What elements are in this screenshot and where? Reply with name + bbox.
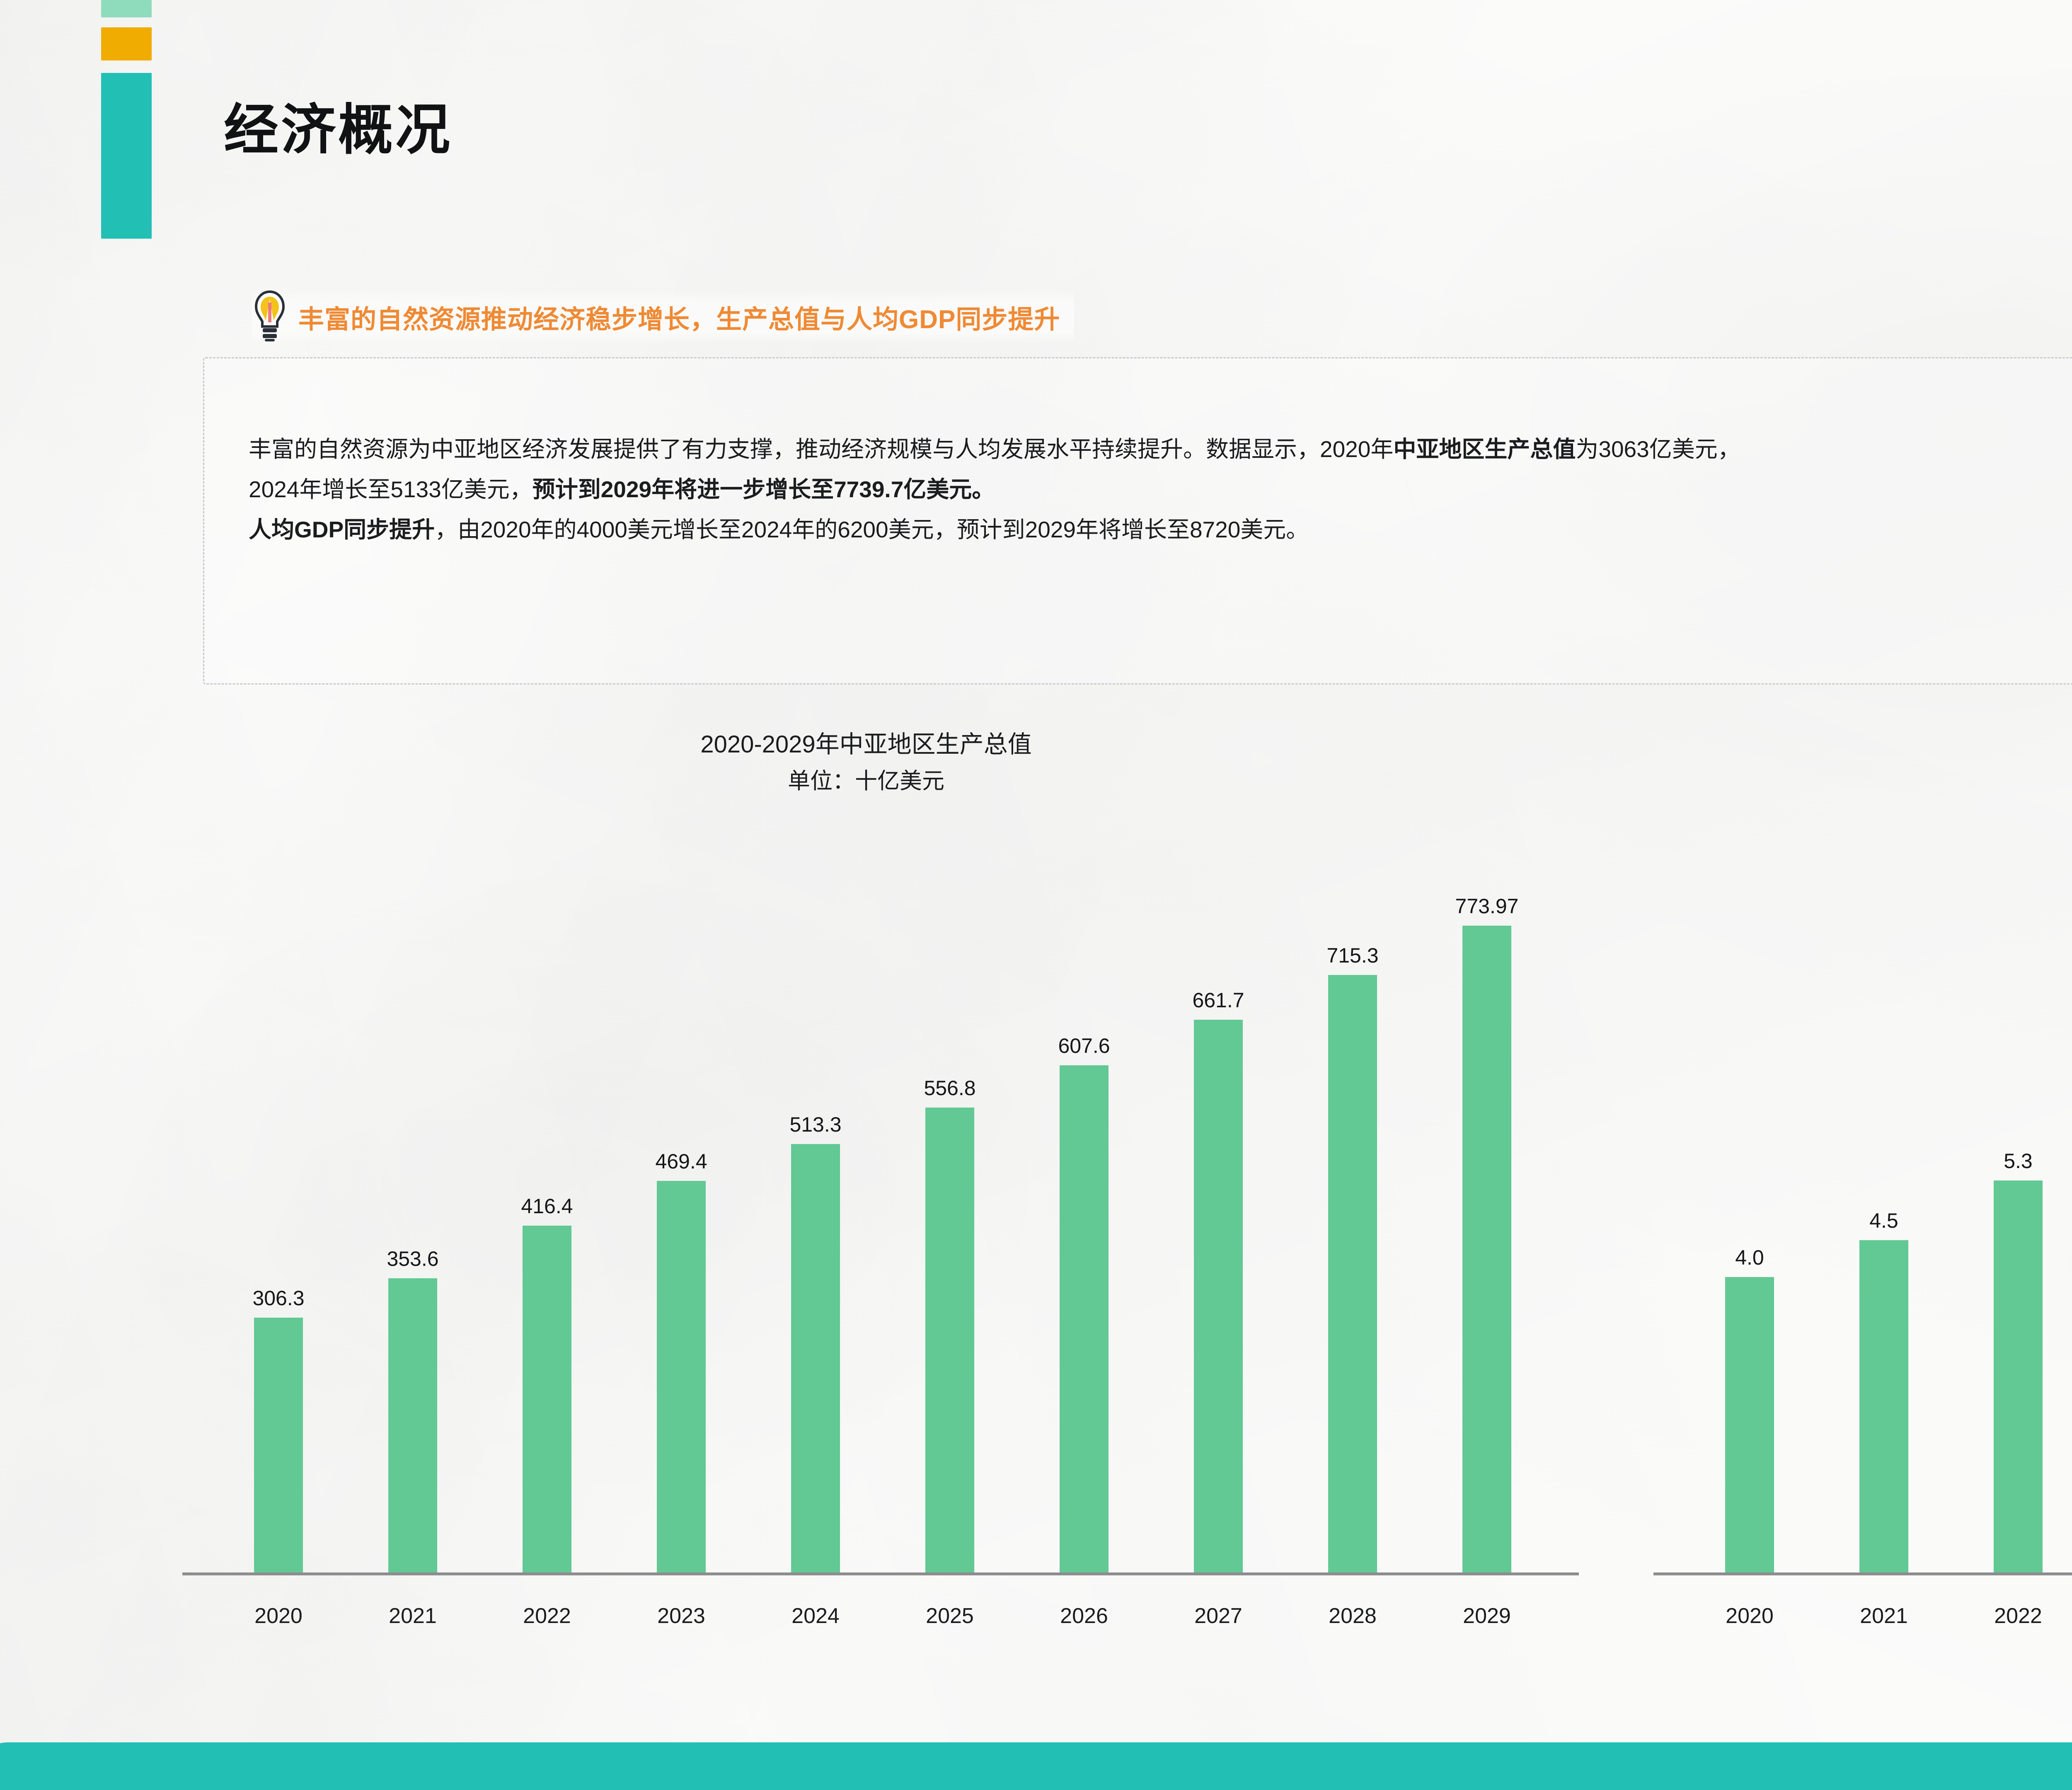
- bar-value-label: 416.4: [521, 1194, 573, 1218]
- plot-area: 306.3 353.6 416.4 469.4 513.3 556.8 607.6 661.7…: [211, 854, 1554, 1575]
- x-axis-tick-label: 2021: [389, 1604, 437, 1628]
- chart-subtitle: 单位：千美元: [1600, 762, 2072, 795]
- bar-slot: 416.4: [480, 854, 614, 1575]
- bar-value-label: 4.5: [1869, 1209, 1898, 1232]
- bar-slot: 469.4: [614, 854, 748, 1575]
- bar-slot: 715.3: [1285, 854, 1420, 1575]
- bar-value-label: 715.3: [1326, 943, 1379, 967]
- bar-value-label: 661.7: [1192, 989, 1244, 1012]
- lightbulb-icon: [252, 290, 288, 343]
- bar: [925, 1108, 974, 1575]
- bar-slot: 4.0: [1682, 854, 1817, 1575]
- callout-paragraph-2: 2024年增长至5133亿美元，预计到2029年将进一步增长至7739.7亿美元…: [249, 471, 2072, 508]
- page-title: 经济概况: [224, 99, 453, 160]
- bar: [657, 1181, 706, 1575]
- chart-subtitle: 单位：十亿美元: [788, 769, 944, 794]
- x-axis-tick-label: 2026: [1060, 1604, 1108, 1628]
- bar-series: 4.04.55.35.86.26.77.27.78.28.72: [1682, 854, 2072, 1575]
- callout-paragraph-3: 人均GDP同步提升，由2020年的4000美元增长至2024年的6200美元，预…: [249, 511, 2072, 548]
- bar: [254, 1318, 303, 1575]
- callout-paragraph-1: 丰富的自然资源为中亚地区经济发展提供了有力支撑，推动经济规模与人均发展水平持续提…: [249, 431, 2072, 468]
- emphasis-text: 中亚地区生产总值: [1393, 436, 1576, 462]
- x-axis-tick-label: 2021: [1860, 1604, 1908, 1628]
- x-axis-tick-label: 2020: [254, 1604, 303, 1628]
- bar-slot: 556.8: [883, 854, 1017, 1575]
- bar: [388, 1278, 437, 1575]
- emphasis-text: 人均GDP同步提升: [249, 517, 435, 543]
- chart-gdp-total: 2020-2029年中亚地区生产总值 单位：十亿美元 306.3 353.6 416…: [128, 729, 1604, 1678]
- bar: [1462, 926, 1511, 1575]
- x-axis-tick-label: 2022: [1994, 1604, 2042, 1628]
- x-axis-line: [182, 1572, 1579, 1575]
- bar-value-label: 556.8: [924, 1076, 976, 1100]
- bar-value-label: 607.6: [1058, 1034, 1110, 1057]
- x-axis-tick-label: 2020: [1726, 1604, 1774, 1628]
- bar: [791, 1144, 840, 1575]
- body-text: 为3063亿美元，: [1576, 436, 1740, 462]
- accent-bar-teal: [101, 73, 152, 239]
- bar: [1194, 1020, 1243, 1575]
- callout-card: [203, 357, 2072, 685]
- x-axis-tick-label: 2027: [1194, 1604, 1242, 1628]
- x-axis-tick-label: 2022: [523, 1604, 571, 1628]
- x-axis-tick-label: 2024: [792, 1604, 840, 1628]
- bar-value-label: 353.6: [387, 1247, 439, 1270]
- bar-series: 306.3 353.6 416.4 469.4 513.3 556.8 607.6 661.7…: [211, 854, 1554, 1575]
- bar-slot: 353.6: [346, 854, 480, 1575]
- x-axis-labels: 2020 2021 2022 2023 2024 2025 2026 2027 2028 2029: [211, 1604, 1554, 1628]
- chart-title: 2020-2029年中亚地区生产总值: [700, 731, 1032, 758]
- bar-slot: 4.5: [1817, 854, 1951, 1575]
- bar-value-label: 4.0: [1735, 1246, 1764, 1270]
- accent-bar-amber: [101, 27, 152, 60]
- bar: [523, 1225, 571, 1575]
- x-axis-tick-label: 2025: [926, 1604, 974, 1628]
- x-axis-line: [1653, 1572, 2072, 1575]
- bar-slot: 661.7: [1151, 854, 1285, 1575]
- emphasis-text: 预计到2029年将进一步增长至7739.7亿美元。: [532, 477, 995, 503]
- bar: [1328, 975, 1377, 1575]
- callout-body: 丰富的自然资源为中亚地区经济发展提供了有力支撑，推动经济规模与人均发展水平持续提…: [249, 431, 2072, 552]
- bar: [1994, 1180, 2043, 1575]
- chart-gdp-per-capita: 2020-2029年中亚地区人均GDP 单位：千美元 4.04.55.35.86…: [1600, 729, 2072, 1678]
- plot-area: 4.04.55.35.86.26.77.27.78.28.72: [1682, 854, 2072, 1575]
- body-text: 2024年增长至5133亿美元，: [249, 477, 533, 503]
- bar-slot: 607.6: [1017, 854, 1151, 1575]
- accent-bar-mint: [101, 0, 152, 17]
- bar-slot: 5.3: [1951, 854, 2072, 1575]
- x-axis-tick-label: 2028: [1329, 1604, 1377, 1628]
- bar-slot: 306.3: [211, 854, 346, 1575]
- bar-value-label: 469.4: [655, 1150, 707, 1173]
- bar-value-label: 513.3: [789, 1113, 842, 1137]
- bar-slot: 513.3: [748, 854, 883, 1575]
- callout-headline: 丰富的自然资源推动经济稳步增长，生产总值与人均GDP同步提升: [298, 305, 1060, 334]
- bar-value-label: 5.3: [2004, 1149, 2033, 1173]
- bar-slot: 773.97: [1420, 854, 1554, 1575]
- body-text: ，由2020年的4000美元增长至2024年的6200美元，预计到2029年将增…: [435, 517, 1309, 543]
- bar: [1060, 1065, 1109, 1575]
- bar: [1725, 1277, 1774, 1575]
- footer-bar: [0, 1742, 2072, 1790]
- bar: [1859, 1240, 1908, 1575]
- bar-value-label: 306.3: [252, 1287, 305, 1310]
- callout-headline-row: 丰富的自然资源推动经济稳步增长，生产总值与人均GDP同步提升: [252, 290, 1075, 343]
- body-text: 丰富的自然资源为中亚地区经济发展提供了有力支撑，推动经济规模与人均发展水平持续提…: [249, 436, 1394, 462]
- accent-color-stack: [101, 0, 152, 239]
- chart-title: 2020-2029年中亚地区人均GDP: [1600, 729, 2072, 760]
- x-axis-tick-label: 2023: [657, 1604, 705, 1628]
- bar-value-label: 773.97: [1455, 895, 1519, 918]
- x-axis-tick-label: 2029: [1463, 1604, 1511, 1628]
